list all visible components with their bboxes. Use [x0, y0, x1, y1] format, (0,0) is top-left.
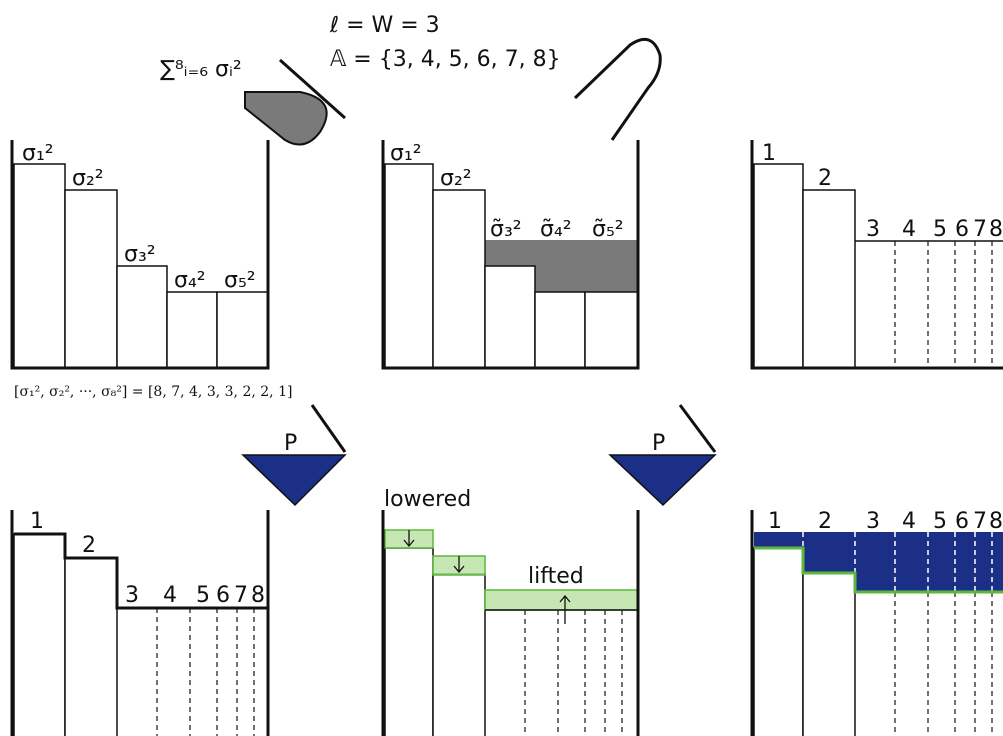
bar-label: 6: [216, 583, 230, 608]
annotation: lowered: [384, 487, 471, 512]
panel-top-right: 1 2 3 4 5 6 7 8: [752, 140, 1003, 368]
bar-label: σ̃₃²: [490, 217, 522, 242]
caption: [σ₁², σ₂², ···, σ₈²] = [8, 7, 4, 3, 3, 2…: [14, 384, 292, 400]
bar-label: 2: [818, 166, 832, 191]
bar-label: σ̃₄²: [540, 217, 572, 242]
bar: [65, 558, 117, 736]
bar-label: σ₅²: [224, 268, 256, 293]
bar-label: 8: [989, 509, 1003, 534]
bar: [754, 164, 803, 368]
panel-bottom-right: 1 2 3 4 5 6 7 8: [752, 509, 1003, 736]
bar: [14, 534, 65, 736]
operator-label: P: [652, 431, 665, 456]
bar-label: 7: [234, 583, 248, 608]
operator-right: P: [610, 405, 715, 505]
bar-label: 1: [30, 509, 44, 534]
bar-label: 7: [973, 509, 987, 534]
bar: [167, 292, 217, 368]
bar-label: 2: [818, 509, 832, 534]
bar-label: 1: [762, 141, 776, 166]
bar-label: σ₁²: [22, 141, 54, 166]
bar-label: 2: [82, 533, 96, 558]
panel-bottom-middle: lowered lifted: [383, 487, 638, 736]
window-size: ℓ = W = 3: [329, 13, 440, 38]
hook: [575, 39, 660, 140]
bar-label: 5: [933, 217, 947, 242]
index-set: 𝔸 = {3, 4, 5, 6, 7, 8}: [330, 47, 561, 72]
bar-label: σ₂²: [72, 166, 104, 191]
bar-label: 5: [933, 509, 947, 534]
bar-label: 6: [955, 217, 969, 242]
bar-label: 3: [125, 583, 139, 608]
bar-label: 7: [973, 217, 987, 242]
bar-label: 4: [163, 583, 177, 608]
bar-label: 1: [768, 509, 782, 534]
gray-tube: [245, 92, 327, 145]
operator-left: P: [243, 405, 345, 505]
bar-label: 8: [251, 583, 265, 608]
bar: [65, 190, 117, 368]
bar: [385, 548, 433, 736]
bar: [217, 292, 268, 368]
sum-label: ∑⁸ᵢ₌₆ σᵢ²: [160, 57, 242, 82]
bar: [433, 574, 485, 736]
diagram: ℓ = W = 3 𝔸 = {3, 4, 5, 6, 7, 8} ∑⁸ᵢ₌₆ σ…: [0, 0, 1003, 736]
bar-label: σ₁²: [390, 141, 422, 166]
bar-label: 4: [902, 509, 916, 534]
bar-label: σ₄²: [174, 268, 206, 293]
funnel-edge: [312, 405, 345, 452]
bar: [433, 190, 485, 368]
bar: [803, 573, 855, 736]
bar-label: 5: [196, 583, 210, 608]
bar-label: σ₃²: [124, 242, 156, 267]
bar-label: 8: [989, 217, 1003, 242]
bar: [585, 292, 638, 368]
funnel-edge: [680, 405, 715, 452]
bar-label: 6: [955, 509, 969, 534]
annotation: lifted: [528, 564, 584, 589]
bar: [14, 164, 65, 368]
projection-funnel: [243, 455, 345, 505]
panel-top-left: σ₁² σ₂² σ₃² σ₄² σ₅²: [12, 140, 268, 368]
bar: [803, 190, 855, 368]
bar-label: σ̃₅²: [592, 217, 624, 242]
bar: [385, 164, 433, 368]
bar-label: 3: [866, 509, 880, 534]
bar: [535, 292, 585, 368]
bar-label: σ₂²: [440, 166, 472, 191]
projection-funnel: [610, 455, 715, 505]
bar: [117, 266, 167, 368]
panel-top-middle: σ₁² σ₂² σ̃₃² σ̃₄² σ̃₅²: [383, 140, 638, 368]
bar: [485, 266, 535, 368]
operator-label: P: [284, 431, 297, 456]
bar: [754, 548, 803, 736]
bar-label: 3: [866, 217, 880, 242]
panel-bottom-left: 1 2 3 4 5 6 7 8: [12, 509, 268, 736]
bar-label: 4: [902, 217, 916, 242]
